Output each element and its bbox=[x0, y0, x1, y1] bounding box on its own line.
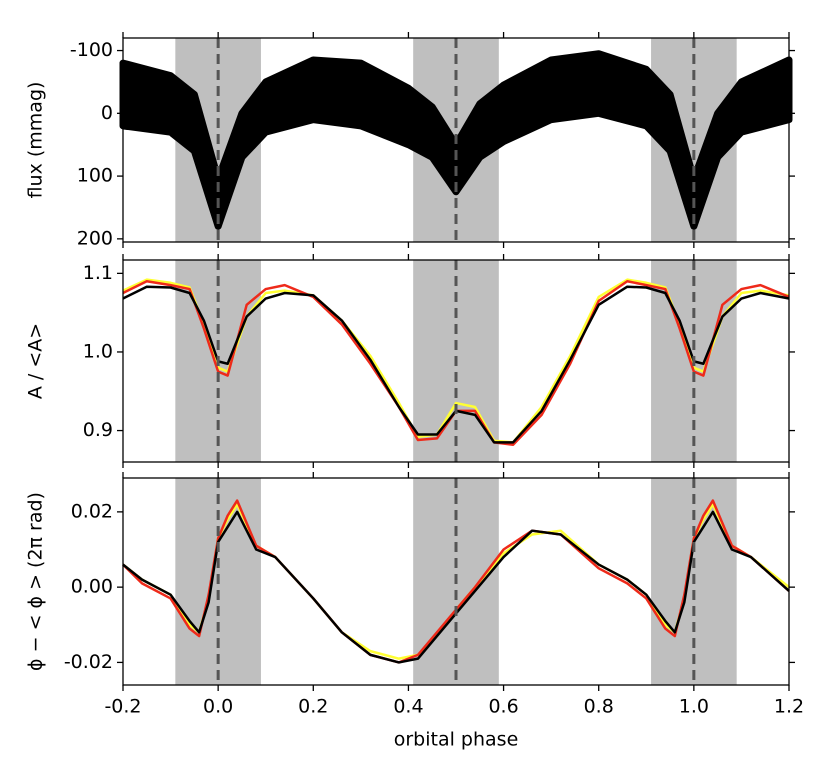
y-axis-label: ϕ − < ϕ > (2π rad) bbox=[25, 492, 47, 671]
x-tick-label: 0.2 bbox=[298, 696, 328, 718]
y-tick-label: 0 bbox=[101, 102, 113, 124]
x-tick-label: 0.8 bbox=[584, 696, 614, 718]
x-tick-label: 1.0 bbox=[679, 696, 709, 718]
y-tick-label: 0.02 bbox=[71, 500, 113, 522]
y-tick-label: 100 bbox=[77, 165, 113, 187]
y-tick-label: -100 bbox=[70, 39, 113, 61]
y-tick-label: 0.00 bbox=[71, 576, 113, 598]
x-axis-label: orbital phase bbox=[394, 729, 519, 751]
x-tick-label: 0.6 bbox=[488, 696, 518, 718]
x-tick-label: 0.0 bbox=[203, 696, 233, 718]
y-axis-label: A / <A> bbox=[25, 323, 47, 399]
axes-frame bbox=[122, 477, 790, 686]
x-tick-label: 1.2 bbox=[774, 696, 804, 718]
x-tick-label: 0.4 bbox=[393, 696, 423, 718]
y-tick-label: 200 bbox=[77, 227, 113, 249]
axes-frame bbox=[122, 259, 790, 463]
series-line bbox=[122, 510, 790, 664]
y-axis-label: flux (mmag) bbox=[25, 82, 47, 199]
axes-frame bbox=[122, 37, 790, 243]
y-tick-label: 1.0 bbox=[83, 340, 113, 362]
x-tick-label: -0.2 bbox=[104, 696, 141, 718]
y-tick-label: 1.1 bbox=[83, 262, 113, 284]
y-tick-label: 0.9 bbox=[83, 419, 113, 441]
y-tick-label: -0.02 bbox=[64, 651, 113, 673]
